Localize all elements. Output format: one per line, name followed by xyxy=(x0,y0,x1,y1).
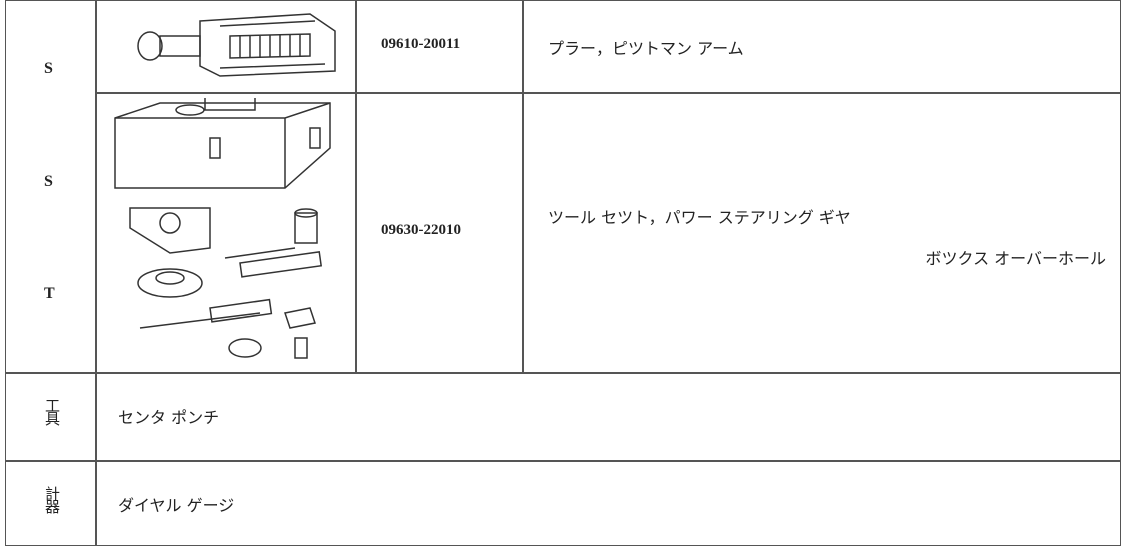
part-number: 09610-20011 xyxy=(381,36,461,52)
category-letter: S xyxy=(44,60,53,77)
col-line xyxy=(355,0,357,372)
col-line xyxy=(95,372,97,546)
col-line xyxy=(95,0,97,372)
col-line xyxy=(522,0,524,372)
row-label: 工具 xyxy=(43,398,61,424)
toolset-illustration xyxy=(114,98,331,359)
gauge-name: ダイヤル ゲージ xyxy=(118,496,235,515)
part-name: ツール セツト，パワー ステアリング ギヤ xyxy=(548,208,851,227)
tool-name: センタ ポンチ xyxy=(118,408,220,427)
category-letter: S xyxy=(44,173,53,190)
part-name: ボツクス オーバーホール xyxy=(925,249,1106,268)
row-label: 計器 xyxy=(43,486,61,512)
table-border xyxy=(5,0,1121,546)
row-line xyxy=(95,92,1121,94)
part-name: プラー，ピツトマン アーム xyxy=(548,39,744,58)
row-line xyxy=(5,460,1121,462)
puller-illustration xyxy=(137,13,336,77)
part-number: 09630-22010 xyxy=(381,222,461,238)
category-letter: T xyxy=(44,285,55,302)
row-line xyxy=(5,372,1121,374)
